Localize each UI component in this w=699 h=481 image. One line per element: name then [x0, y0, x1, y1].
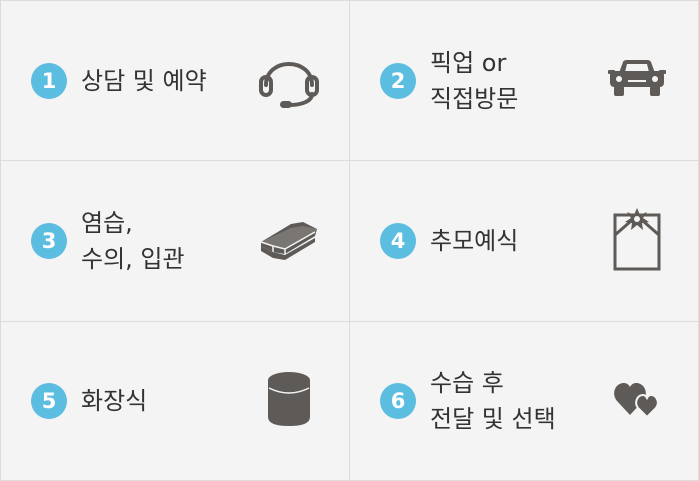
- coffin-icon: [259, 216, 319, 266]
- memorial-frame-icon: [613, 207, 661, 275]
- step-5: 5 화장식: [1, 322, 350, 480]
- step-label: 픽업 or 직접방문: [430, 45, 518, 117]
- step-label: 염습, 수의, 입관: [81, 205, 185, 277]
- step-2: 2 픽업 or 직접방문: [350, 1, 698, 161]
- step-label-line: 상담 및 예약: [81, 66, 207, 95]
- step-number-badge: 1: [31, 62, 67, 99]
- step-3: 3 염습, 수의, 입관: [1, 161, 350, 322]
- step-number-badge: 2: [380, 62, 416, 99]
- car-icon: [608, 59, 666, 103]
- step-6: 6 수습 후 전달 및 선택: [350, 322, 698, 480]
- step-label-line: 수습 후: [430, 369, 504, 397]
- step-label-line: 염습,: [81, 209, 133, 237]
- step-label-line: 전달 및 선택: [430, 405, 556, 433]
- step-4: 4 추모예식: [350, 161, 698, 322]
- step-label-line: 추모예식: [430, 227, 519, 255]
- step-label: 화장식: [81, 383, 147, 419]
- step-label-line: 수의, 입관: [81, 245, 185, 273]
- step-number-badge: 3: [31, 223, 67, 259]
- step-label-line: 직접방문: [430, 84, 519, 113]
- step-label: 상담 및 예약: [81, 63, 207, 99]
- hearts-icon: [614, 379, 662, 423]
- step-number-badge: 6: [380, 383, 416, 419]
- step-1: 1 상담 및 예약: [1, 1, 350, 161]
- step-label-line: 픽업 or: [430, 48, 507, 77]
- urn-icon: [267, 371, 311, 431]
- headset-icon: [256, 49, 322, 113]
- step-label-line: 화장식: [81, 387, 148, 415]
- step-number-badge: 4: [380, 223, 416, 259]
- step-number-badge: 5: [31, 383, 67, 419]
- step-label: 수습 후 전달 및 선택: [430, 365, 556, 437]
- step-label: 추모예식: [430, 223, 518, 259]
